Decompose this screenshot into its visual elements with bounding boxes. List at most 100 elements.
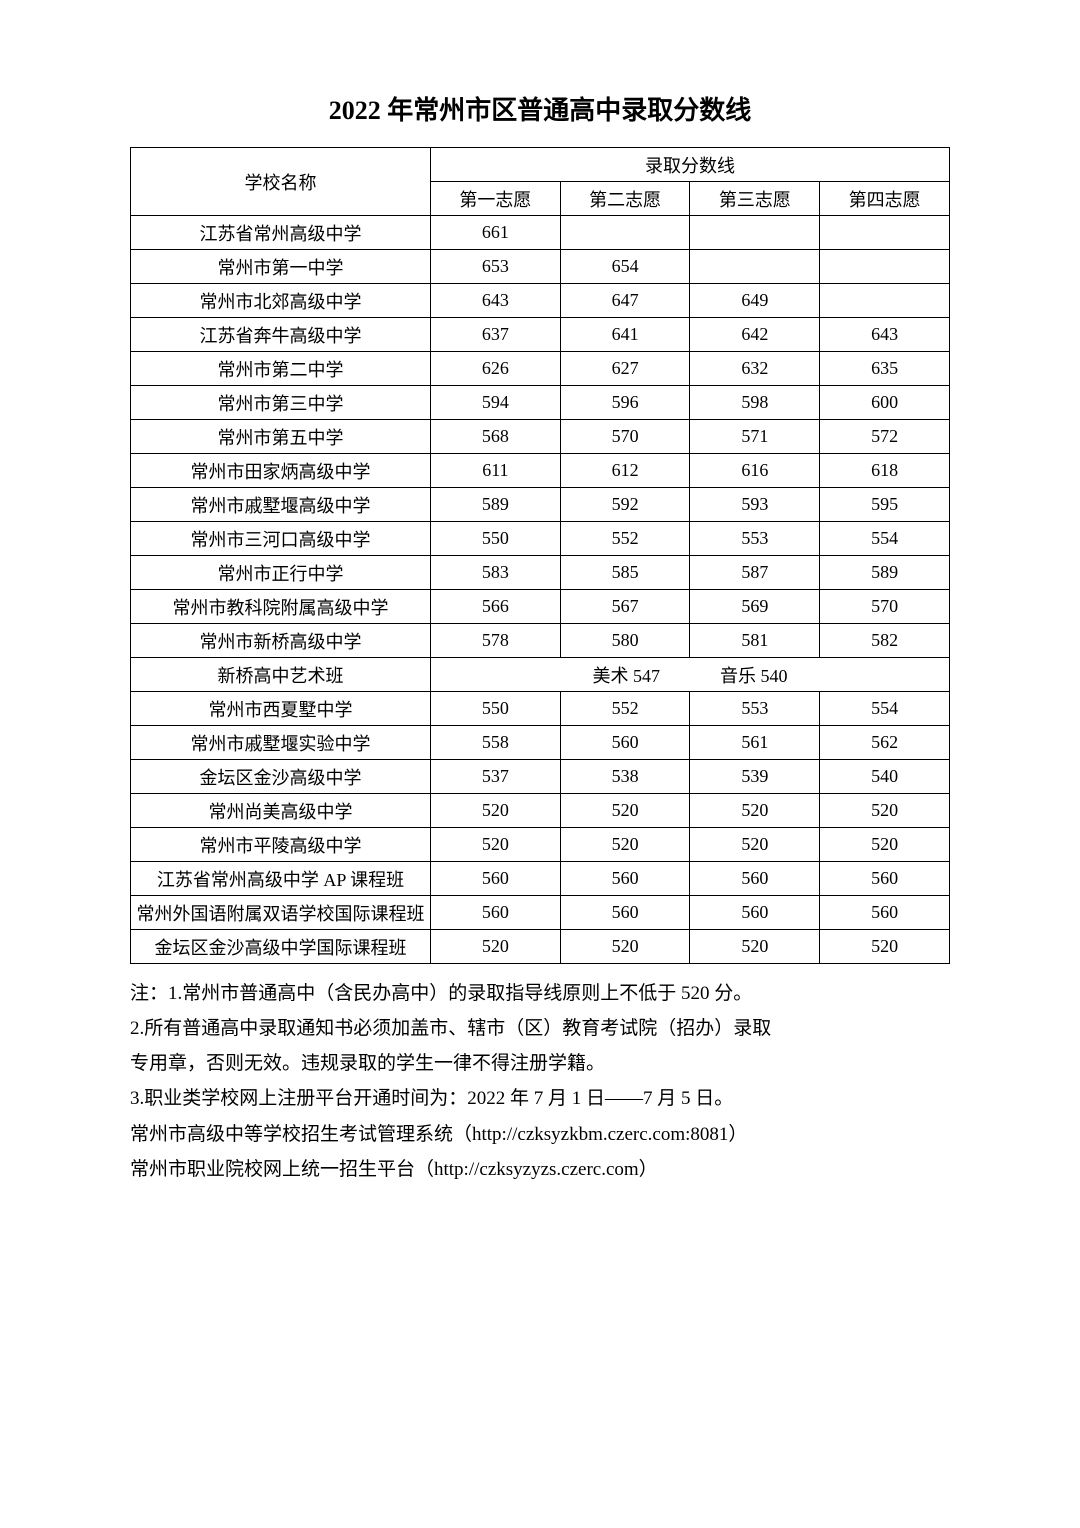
score-table: 学校名称 录取分数线 第一志愿 第二志愿 第三志愿 第四志愿 江苏省常州高级中学… (130, 147, 950, 964)
music-score-label: 音乐 540 (720, 662, 788, 688)
score-cell (820, 216, 950, 250)
score-cell: 612 (560, 454, 690, 488)
score-cell: 641 (560, 318, 690, 352)
score-cell: 558 (431, 726, 561, 760)
score-cell: 552 (560, 692, 690, 726)
school-name-cell: 江苏省常州高级中学 AP 课程班 (131, 862, 431, 896)
score-cell: 635 (820, 352, 950, 386)
score-cell: 593 (690, 488, 820, 522)
school-name-cell: 常州市西夏墅中学 (131, 692, 431, 726)
header-choice-3: 第三志愿 (690, 182, 820, 216)
school-name-cell: 金坛区金沙高级中学国际课程班 (131, 930, 431, 964)
school-name-cell: 常州市第五中学 (131, 420, 431, 454)
score-cell: 520 (820, 930, 950, 964)
score-cell: 589 (431, 488, 561, 522)
score-cell: 560 (820, 896, 950, 930)
school-name-cell: 江苏省奔牛高级中学 (131, 318, 431, 352)
score-cell: 570 (560, 420, 690, 454)
table-row: 常州市第二中学626627632635 (131, 352, 950, 386)
score-cell: 566 (431, 590, 561, 624)
score-cell: 580 (560, 624, 690, 658)
art-score-label: 美术 547 (593, 662, 661, 688)
score-cell: 627 (560, 352, 690, 386)
score-cell: 626 (431, 352, 561, 386)
header-choice-2: 第二志愿 (560, 182, 690, 216)
score-cell: 560 (431, 862, 561, 896)
note-3: 3.职业类学校网上注册平台开通时间为：2022 年 7 月 1 日——7 月 5… (130, 1081, 950, 1116)
notes-section: 注：1.常州市普通高中（含民办高中）的录取指导线原则上不低于 520 分。 2.… (130, 976, 950, 1187)
score-cell: 643 (820, 318, 950, 352)
table-row: 金坛区金沙高级中学国际课程班520520520520 (131, 930, 950, 964)
score-cell: 649 (690, 284, 820, 318)
score-cell: 618 (820, 454, 950, 488)
table-row: 常州市第五中学568570571572 (131, 420, 950, 454)
note-1: 注：1.常州市普通高中（含民办高中）的录取指导线原则上不低于 520 分。 (130, 976, 950, 1011)
school-name-cell: 常州市正行中学 (131, 556, 431, 590)
score-cell: 587 (690, 556, 820, 590)
score-cell: 567 (560, 590, 690, 624)
score-cell: 585 (560, 556, 690, 590)
table-row: 常州市戚墅堰实验中学558560561562 (131, 726, 950, 760)
school-name-cell: 常州市戚墅堰高级中学 (131, 488, 431, 522)
table-body: 江苏省常州高级中学661常州市第一中学653654常州市北郊高级中学643647… (131, 216, 950, 964)
score-cell: 594 (431, 386, 561, 420)
score-cell: 552 (560, 522, 690, 556)
score-cell: 562 (820, 726, 950, 760)
score-cell: 537 (431, 760, 561, 794)
score-cell: 637 (431, 318, 561, 352)
table-row: 常州市北郊高级中学643647649 (131, 284, 950, 318)
header-choice-4: 第四志愿 (820, 182, 950, 216)
table-row: 常州外国语附属双语学校国际课程班560560560560 (131, 896, 950, 930)
score-cell: 600 (820, 386, 950, 420)
score-cell: 553 (690, 522, 820, 556)
score-cell: 554 (820, 522, 950, 556)
table-row: 江苏省常州高级中学 AP 课程班560560560560 (131, 862, 950, 896)
score-cell: 653 (431, 250, 561, 284)
score-cell: 661 (431, 216, 561, 250)
score-cell (690, 250, 820, 284)
table-row: 常州市三河口高级中学550552553554 (131, 522, 950, 556)
score-cell: 643 (431, 284, 561, 318)
header-choice-1: 第一志愿 (431, 182, 561, 216)
score-cell: 538 (560, 760, 690, 794)
score-cell: 571 (690, 420, 820, 454)
school-name-cell: 新桥高中艺术班 (131, 658, 431, 692)
score-cell: 595 (820, 488, 950, 522)
score-cell: 616 (690, 454, 820, 488)
score-cell: 560 (560, 726, 690, 760)
score-cell: 611 (431, 454, 561, 488)
score-cell: 560 (690, 896, 820, 930)
score-cell: 581 (690, 624, 820, 658)
score-cell: 520 (431, 930, 561, 964)
table-row: 金坛区金沙高级中学537538539540 (131, 760, 950, 794)
score-cell: 520 (820, 794, 950, 828)
score-cell: 553 (690, 692, 820, 726)
art-merged-cell: 美术 547 音乐 540 (431, 658, 950, 692)
table-row: 常州市戚墅堰高级中学589592593595 (131, 488, 950, 522)
table-row: 常州市第一中学653654 (131, 250, 950, 284)
score-cell: 520 (820, 828, 950, 862)
table-row: 江苏省常州高级中学661 (131, 216, 950, 250)
score-cell: 569 (690, 590, 820, 624)
score-cell: 592 (560, 488, 690, 522)
note-4: 常州市高级中等学校招生考试管理系统（http://czksyzkbm.czerc… (130, 1117, 950, 1152)
score-cell: 582 (820, 624, 950, 658)
score-cell: 540 (820, 760, 950, 794)
score-cell: 583 (431, 556, 561, 590)
table-header-row: 学校名称 录取分数线 (131, 148, 950, 182)
table-row-art: 新桥高中艺术班 美术 547 音乐 540 (131, 658, 950, 692)
score-cell: 520 (560, 828, 690, 862)
page-title: 2022 年常州市区普通高中录取分数线 (130, 90, 950, 127)
table-row: 江苏省奔牛高级中学637641642643 (131, 318, 950, 352)
header-score-group: 录取分数线 (431, 148, 950, 182)
school-name-cell: 常州市三河口高级中学 (131, 522, 431, 556)
score-cell: 578 (431, 624, 561, 658)
score-cell: 598 (690, 386, 820, 420)
table-row: 常州市新桥高级中学578580581582 (131, 624, 950, 658)
school-name-cell: 常州市新桥高级中学 (131, 624, 431, 658)
table-row: 常州市正行中学583585587589 (131, 556, 950, 590)
school-name-cell: 常州市田家炳高级中学 (131, 454, 431, 488)
school-name-cell: 常州市平陵高级中学 (131, 828, 431, 862)
score-cell: 520 (690, 828, 820, 862)
score-cell (690, 216, 820, 250)
